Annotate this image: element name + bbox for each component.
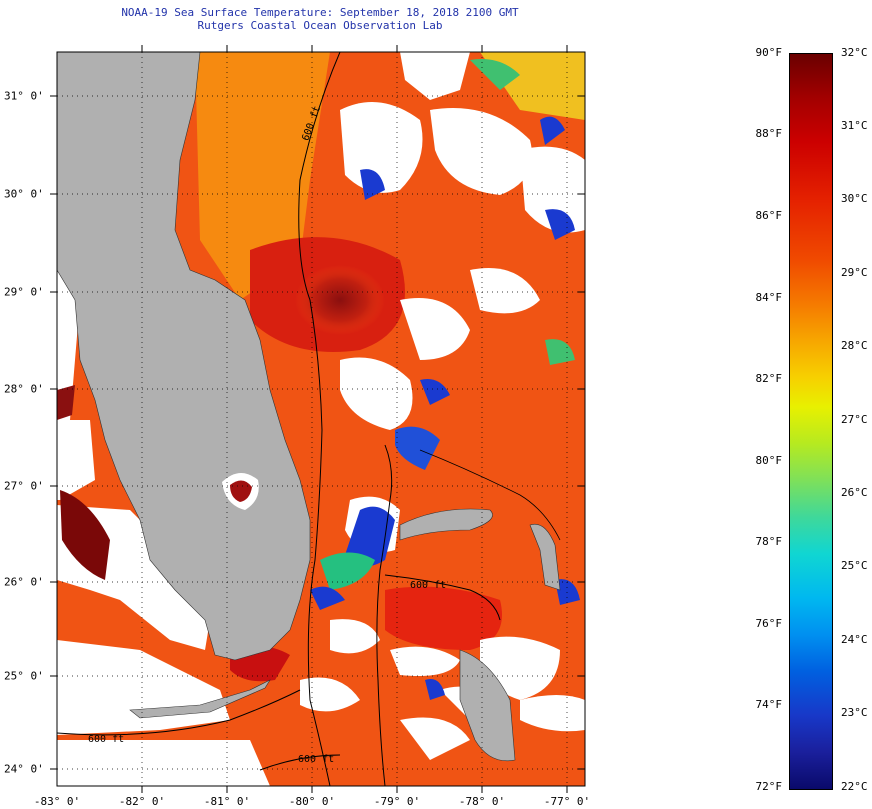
celsius-label: 25°C	[841, 559, 868, 572]
isobath-label-south: 600 ft	[298, 754, 334, 765]
lake-okeechobee-water	[230, 480, 252, 502]
lat-label: 25° 0'	[4, 669, 44, 683]
isobath-label-southwest: 600 ft	[88, 734, 124, 745]
celsius-label: 23°C	[841, 706, 868, 719]
lat-label: 24° 0'	[4, 762, 44, 776]
fahrenheit-label: 80°F	[755, 454, 783, 467]
isobath-bahamas	[376, 444, 393, 786]
grand-bahama-land	[399, 508, 493, 541]
abaco-land	[529, 523, 561, 591]
celsius-label: 29°C	[841, 266, 868, 279]
celsius-label: 32°C	[841, 46, 868, 59]
fahrenheit-label: 86°F	[755, 209, 783, 222]
lat-label: 31° 0'	[4, 89, 44, 103]
lon-label: -82° 0'	[118, 795, 166, 808]
fahrenheit-label: 78°F	[755, 535, 783, 548]
celsius-label: 22°C	[841, 780, 868, 793]
lon-label: -83° 0'	[33, 795, 81, 808]
lat-lon-grid	[57, 52, 585, 786]
fahrenheit-label: 90°F	[755, 46, 783, 59]
isobath-label-bank: 600 ft	[410, 580, 446, 591]
map-subtitle: Rutgers Coastal Ocean Observation Lab	[197, 19, 443, 32]
hot-spot	[295, 265, 385, 335]
isobath-grand-bahama	[419, 449, 561, 541]
map-title: NOAA-19 Sea Surface Temperature: Septemb…	[121, 6, 519, 19]
fahrenheit-label: 88°F	[755, 127, 783, 140]
isobath-south	[57, 689, 301, 736]
lat-label: 26° 0'	[4, 575, 44, 589]
isobath-south-2	[259, 754, 341, 771]
fahrenheit-label: 84°F	[755, 291, 783, 304]
fahrenheit-label: 82°F	[755, 372, 783, 385]
shelf-water	[195, 52, 330, 300]
lon-label: -79° 0'	[373, 795, 421, 808]
isobath-bank	[384, 574, 501, 621]
lon-label: -77° 0'	[543, 795, 591, 808]
lat-label: 29° 0'	[4, 285, 44, 299]
celsius-label: 27°C	[841, 413, 868, 426]
keys-islands	[129, 679, 271, 719]
temperature-colorbar	[789, 53, 833, 790]
fahrenheit-label: 76°F	[755, 617, 783, 630]
celsius-label: 24°C	[841, 633, 868, 646]
celsius-label: 31°C	[841, 119, 868, 132]
celsius-label: 30°C	[841, 192, 868, 205]
gulf-hot-water-2	[57, 385, 75, 420]
fahrenheit-label: 72°F	[755, 780, 783, 793]
lat-label: 27° 0'	[4, 479, 44, 493]
map-frame	[56, 51, 586, 787]
lat-label: 30° 0'	[4, 187, 44, 201]
lon-label: -80° 0'	[288, 795, 336, 808]
frame-ticks	[50, 45, 585, 793]
andros-land	[459, 649, 516, 762]
lat-label: 28° 0'	[4, 382, 44, 396]
bahamas-bank-warm	[385, 586, 502, 650]
gulf-hot-water	[60, 490, 110, 580]
celsius-label: 26°C	[841, 486, 868, 499]
isobath-east-coast	[298, 52, 341, 786]
lon-label: -81° 0'	[203, 795, 251, 808]
fahrenheit-label: 74°F	[755, 698, 783, 711]
lon-label: -78° 0'	[458, 795, 506, 808]
celsius-label: 28°C	[841, 339, 868, 352]
